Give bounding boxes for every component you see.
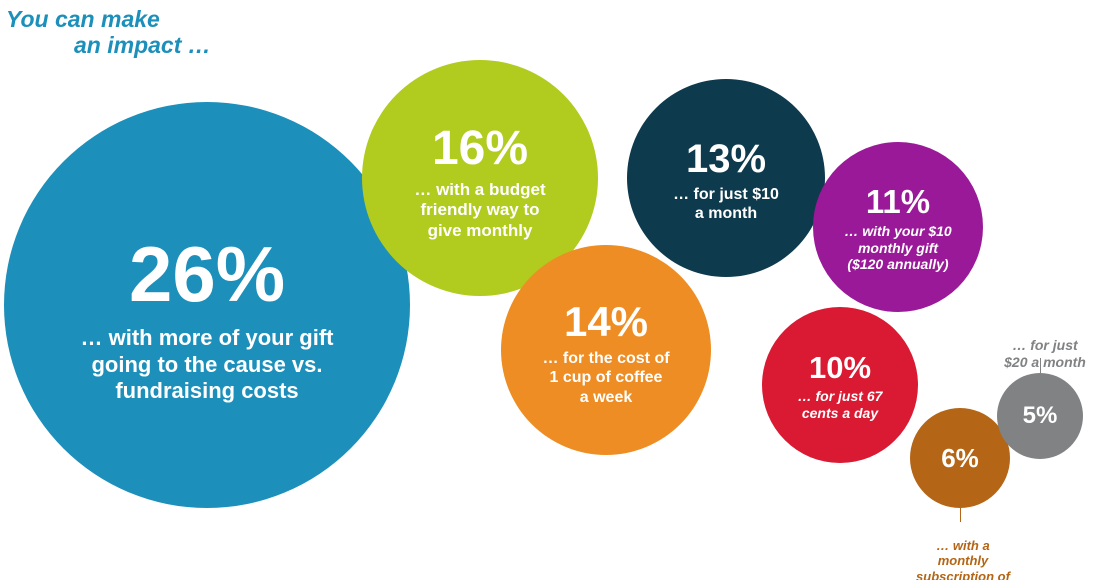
bubble-26-percent: 26% (129, 235, 285, 313)
bubble-10-desc: … for just 67 cents a day (798, 388, 883, 422)
infographic-canvas: You can make an impact … 26% … with more… (0, 0, 1097, 580)
bubble-26-desc: … with more of your gift going to the ca… (81, 325, 334, 404)
bubble-11: 11% … with your $10 monthly gift ($120 a… (813, 142, 983, 312)
callout-5-text: … for just $20 a month (1004, 337, 1086, 370)
bubble-10-percent: 10% (809, 352, 871, 383)
callout-6: … with a monthly subscription of $10 a m… (908, 522, 1018, 580)
callout-6-leader (960, 508, 961, 522)
callout-5: … for just $20 a month (990, 320, 1097, 370)
bubble-6-percent: 6% (941, 445, 979, 471)
headline: You can make an impact … (6, 6, 211, 59)
callout-5-leader (1040, 358, 1041, 373)
bubble-16-percent: 16% (432, 125, 528, 173)
bubble-14-desc: … for the cost of 1 cup of coffee a week (542, 349, 669, 407)
bubble-13-desc: … for just $10 a month (673, 185, 779, 223)
headline-line1: You can make (6, 6, 211, 32)
headline-line2: an impact … (74, 32, 211, 58)
bubble-5-percent: 5% (1023, 404, 1058, 428)
bubble-11-desc: … with your $10 monthly gift ($120 annua… (844, 223, 951, 273)
bubble-26: 26% … with more of your gift going to th… (4, 102, 410, 508)
bubble-13-percent: 13% (686, 139, 766, 179)
bubble-16-desc: … with a budget friendly way to give mon… (414, 180, 545, 241)
callout-6-text: … with a monthly subscription of $10 a m… (916, 538, 1010, 580)
bubble-14: 14% … for the cost of 1 cup of coffee a … (501, 245, 711, 455)
bubble-11-percent: 11% (866, 185, 930, 218)
bubble-5: 5% (997, 373, 1083, 459)
bubble-6: 6% (910, 408, 1010, 508)
bubble-14-percent: 14% (564, 301, 648, 343)
bubble-13: 13% … for just $10 a month (627, 79, 825, 277)
bubble-10: 10% … for just 67 cents a day (762, 307, 918, 463)
